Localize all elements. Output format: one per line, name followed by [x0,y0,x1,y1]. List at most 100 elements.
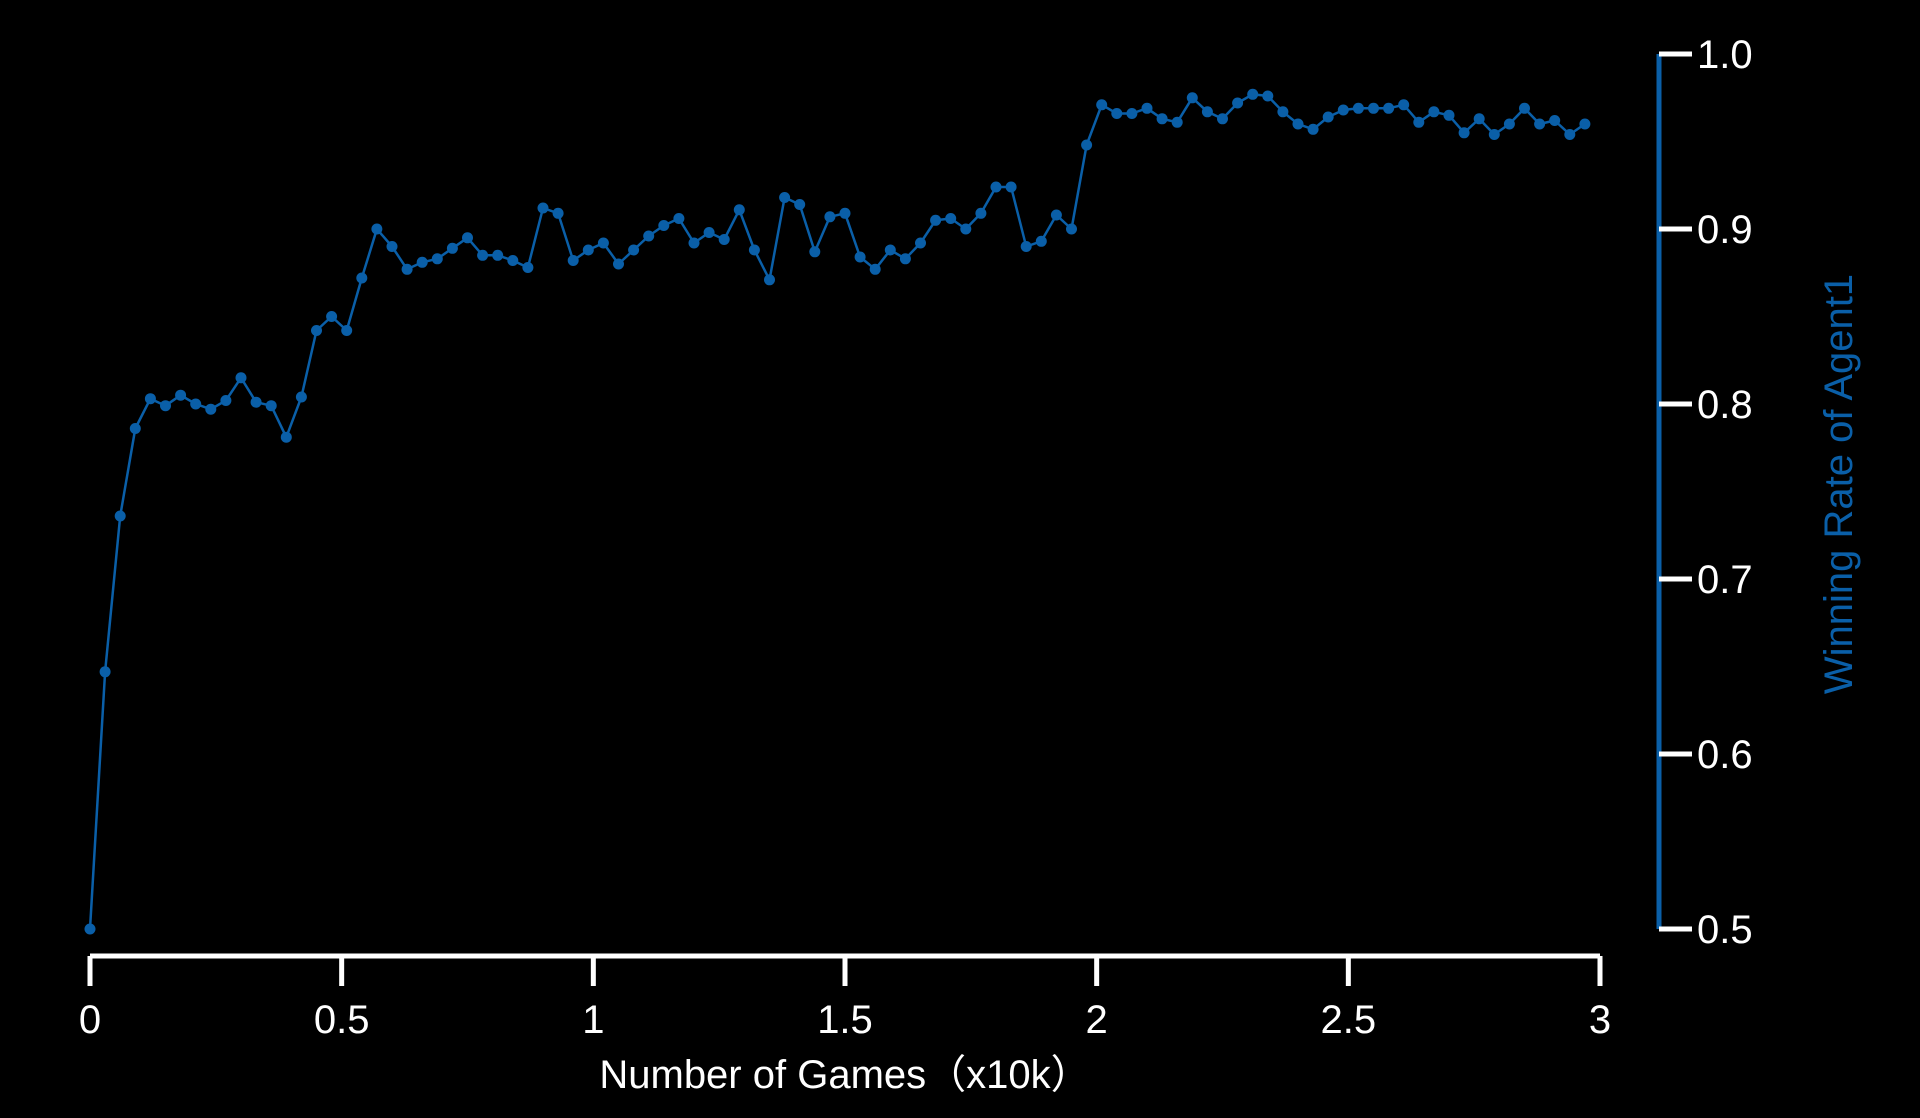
y-axis: 0.5 0.6 0.7 0.8 0.9 1.0 [1656,33,1753,952]
y-tick-label: 0.6 [1697,733,1753,777]
data-point [250,396,262,408]
data-point [1186,92,1198,104]
data-point [1232,97,1244,109]
data-point [341,325,353,336]
data-point [582,244,594,256]
data-point [1352,102,1364,114]
data-point [1549,115,1561,126]
data-point [945,213,957,224]
data-point [869,263,881,275]
data-point [748,244,760,256]
data-point [522,262,534,273]
data-point [1247,88,1259,100]
data-point [854,251,866,263]
x-tick-label: 0.5 [314,998,370,1042]
data-point [930,214,942,226]
y-tick-label: 0.5 [1697,908,1753,952]
data-point [144,393,156,405]
data-point [295,391,307,403]
y-axis-title: Winning Rate of Agent1 [1817,274,1861,694]
series-layer [84,88,1591,935]
data-point [1141,102,1153,114]
data-point [1322,111,1334,123]
data-point [280,431,292,443]
data-point [1503,118,1515,130]
data-point [1050,209,1062,221]
data-point [613,258,624,270]
data-point [1337,104,1349,116]
data-point [733,204,745,216]
data-point [386,241,398,252]
data-point [356,272,368,284]
data-point [628,244,640,256]
data-point [884,244,896,256]
data-point [1066,223,1077,235]
data-point [1368,102,1379,114]
data-point [643,230,655,242]
data-point [658,220,670,231]
data-point [673,213,685,224]
data-point [84,923,96,935]
data-point [1126,108,1138,119]
data-point [718,234,730,245]
data-point [537,202,549,214]
data-point [960,223,972,235]
data-point [190,398,202,410]
data-point [1443,109,1455,121]
data-point [552,207,564,219]
data-point [567,255,579,266]
x-tick-label: 2 [1086,998,1108,1042]
data-point [492,249,504,261]
data-point [235,372,247,384]
data-point [1458,127,1470,139]
data-point [1201,106,1213,118]
data-point [311,325,322,336]
x-tick-label: 1 [582,998,604,1042]
data-point [1413,116,1425,128]
data-point [1307,123,1319,135]
data-point [824,211,836,223]
x-tick-label: 1.5 [817,998,873,1042]
x-axis-title: Number of Games（x10k） [599,1053,1090,1097]
data-point [99,666,111,678]
data-point [371,223,383,235]
data-point [1277,106,1289,118]
data-point [764,274,775,286]
data-point [477,249,489,261]
data-point [809,246,821,258]
x-tick-label: 2.5 [1321,998,1377,1042]
data-point [1564,129,1576,140]
data-point [1020,241,1032,252]
data-point [507,255,519,266]
data-point [462,232,473,244]
data-point [1534,118,1546,130]
data-point [401,263,413,275]
data-point [1473,113,1485,125]
data-point [205,403,217,415]
data-point [220,395,232,406]
y-tick-label: 0.7 [1697,558,1753,602]
data-point [431,253,443,265]
data-point [1005,181,1017,193]
data-point [1156,113,1168,125]
data-point [839,207,851,219]
series-line [88,93,1586,930]
data-point [1579,118,1591,130]
data-point [1398,99,1410,111]
data-point [1217,113,1228,125]
data-point [416,256,428,268]
x-tick-label: 0 [79,998,101,1042]
x-axis: 0 0.5 1 1.5 2 2.5 3 [79,953,1611,1042]
data-point [899,253,911,265]
data-point [1519,102,1530,114]
data-point [688,237,700,249]
data-point [160,400,171,412]
data-point [129,423,141,434]
y-tick-label: 1.0 [1697,33,1753,77]
data-point [1081,139,1093,151]
data-point [915,237,926,249]
data-point [779,192,791,203]
data-point [975,207,987,219]
